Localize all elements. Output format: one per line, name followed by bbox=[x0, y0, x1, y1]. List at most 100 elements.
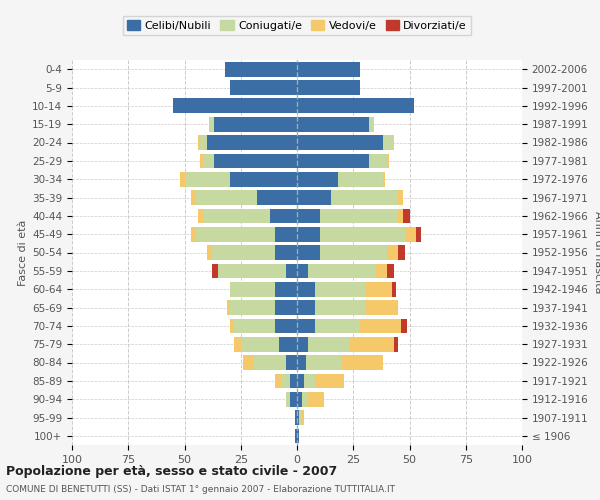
Bar bbox=[315, 282, 365, 296]
Bar bbox=[229, 172, 297, 186]
Bar bbox=[392, 282, 396, 296]
Bar bbox=[308, 264, 376, 278]
Bar bbox=[207, 245, 212, 260]
Bar bbox=[302, 410, 304, 425]
Bar bbox=[297, 190, 331, 205]
Bar bbox=[297, 98, 414, 113]
Bar bbox=[275, 245, 297, 260]
Bar bbox=[198, 135, 200, 150]
Bar bbox=[297, 337, 308, 351]
Bar bbox=[320, 227, 405, 242]
Bar bbox=[209, 117, 214, 132]
Y-axis label: Fasce di età: Fasce di età bbox=[18, 220, 28, 286]
Bar bbox=[297, 117, 369, 132]
Bar bbox=[180, 172, 185, 186]
Bar bbox=[360, 318, 401, 333]
Bar bbox=[297, 300, 315, 315]
Bar bbox=[403, 208, 409, 223]
Bar bbox=[254, 355, 286, 370]
Bar bbox=[281, 374, 290, 388]
Bar bbox=[212, 264, 218, 278]
Bar bbox=[297, 172, 337, 186]
Bar bbox=[275, 318, 297, 333]
Bar bbox=[207, 135, 297, 150]
Bar bbox=[270, 208, 297, 223]
Bar bbox=[214, 117, 297, 132]
Bar bbox=[297, 282, 315, 296]
Y-axis label: Anni di nascita: Anni di nascita bbox=[593, 211, 600, 294]
Bar bbox=[200, 135, 207, 150]
Bar bbox=[297, 355, 306, 370]
Bar bbox=[365, 300, 398, 315]
Bar bbox=[243, 355, 254, 370]
Bar bbox=[315, 300, 365, 315]
Bar bbox=[302, 392, 308, 406]
Bar bbox=[196, 190, 257, 205]
Bar bbox=[297, 208, 320, 223]
Bar bbox=[304, 374, 315, 388]
Bar bbox=[315, 318, 360, 333]
Bar bbox=[275, 282, 297, 296]
Bar bbox=[229, 80, 297, 95]
Bar bbox=[290, 374, 297, 388]
Bar bbox=[297, 318, 315, 333]
Bar bbox=[297, 428, 299, 443]
Bar bbox=[369, 117, 373, 132]
Bar bbox=[214, 154, 297, 168]
Bar bbox=[369, 154, 387, 168]
Bar bbox=[218, 264, 286, 278]
Bar bbox=[173, 98, 297, 113]
Bar bbox=[315, 374, 344, 388]
Bar bbox=[342, 355, 383, 370]
Bar bbox=[257, 190, 297, 205]
Bar bbox=[320, 245, 387, 260]
Bar bbox=[387, 154, 389, 168]
Bar bbox=[401, 318, 407, 333]
Bar bbox=[212, 245, 275, 260]
Legend: Celibi/Nubili, Coniugati/e, Vedovi/e, Divorziati/e: Celibi/Nubili, Coniugati/e, Vedovi/e, Di… bbox=[122, 16, 472, 35]
Bar bbox=[196, 227, 275, 242]
Bar bbox=[387, 245, 398, 260]
Bar bbox=[225, 62, 297, 76]
Bar bbox=[387, 264, 394, 278]
Bar bbox=[295, 428, 297, 443]
Bar bbox=[297, 392, 302, 406]
Bar bbox=[191, 227, 196, 242]
Bar bbox=[203, 208, 270, 223]
Bar bbox=[331, 190, 398, 205]
Bar bbox=[191, 190, 196, 205]
Bar bbox=[349, 337, 394, 351]
Bar bbox=[295, 410, 297, 425]
Bar bbox=[383, 172, 385, 186]
Bar bbox=[297, 410, 299, 425]
Bar bbox=[416, 227, 421, 242]
Bar bbox=[398, 208, 403, 223]
Bar bbox=[227, 300, 229, 315]
Bar bbox=[279, 337, 297, 351]
Bar bbox=[376, 264, 387, 278]
Bar bbox=[405, 227, 416, 242]
Bar bbox=[308, 337, 349, 351]
Bar bbox=[290, 392, 297, 406]
Bar bbox=[200, 154, 203, 168]
Bar bbox=[229, 282, 275, 296]
Bar bbox=[297, 245, 320, 260]
Bar bbox=[286, 264, 297, 278]
Bar bbox=[320, 208, 398, 223]
Bar bbox=[297, 264, 308, 278]
Bar bbox=[241, 337, 279, 351]
Bar bbox=[229, 318, 234, 333]
Text: Popolazione per età, sesso e stato civile - 2007: Popolazione per età, sesso e stato civil… bbox=[6, 465, 337, 478]
Bar bbox=[286, 392, 290, 406]
Bar bbox=[286, 355, 297, 370]
Bar bbox=[229, 300, 275, 315]
Bar bbox=[297, 80, 360, 95]
Bar bbox=[203, 154, 214, 168]
Bar bbox=[297, 227, 320, 242]
Bar bbox=[275, 227, 297, 242]
Bar bbox=[383, 135, 394, 150]
Bar bbox=[398, 245, 405, 260]
Bar bbox=[275, 300, 297, 315]
Bar bbox=[306, 355, 342, 370]
Bar bbox=[234, 318, 275, 333]
